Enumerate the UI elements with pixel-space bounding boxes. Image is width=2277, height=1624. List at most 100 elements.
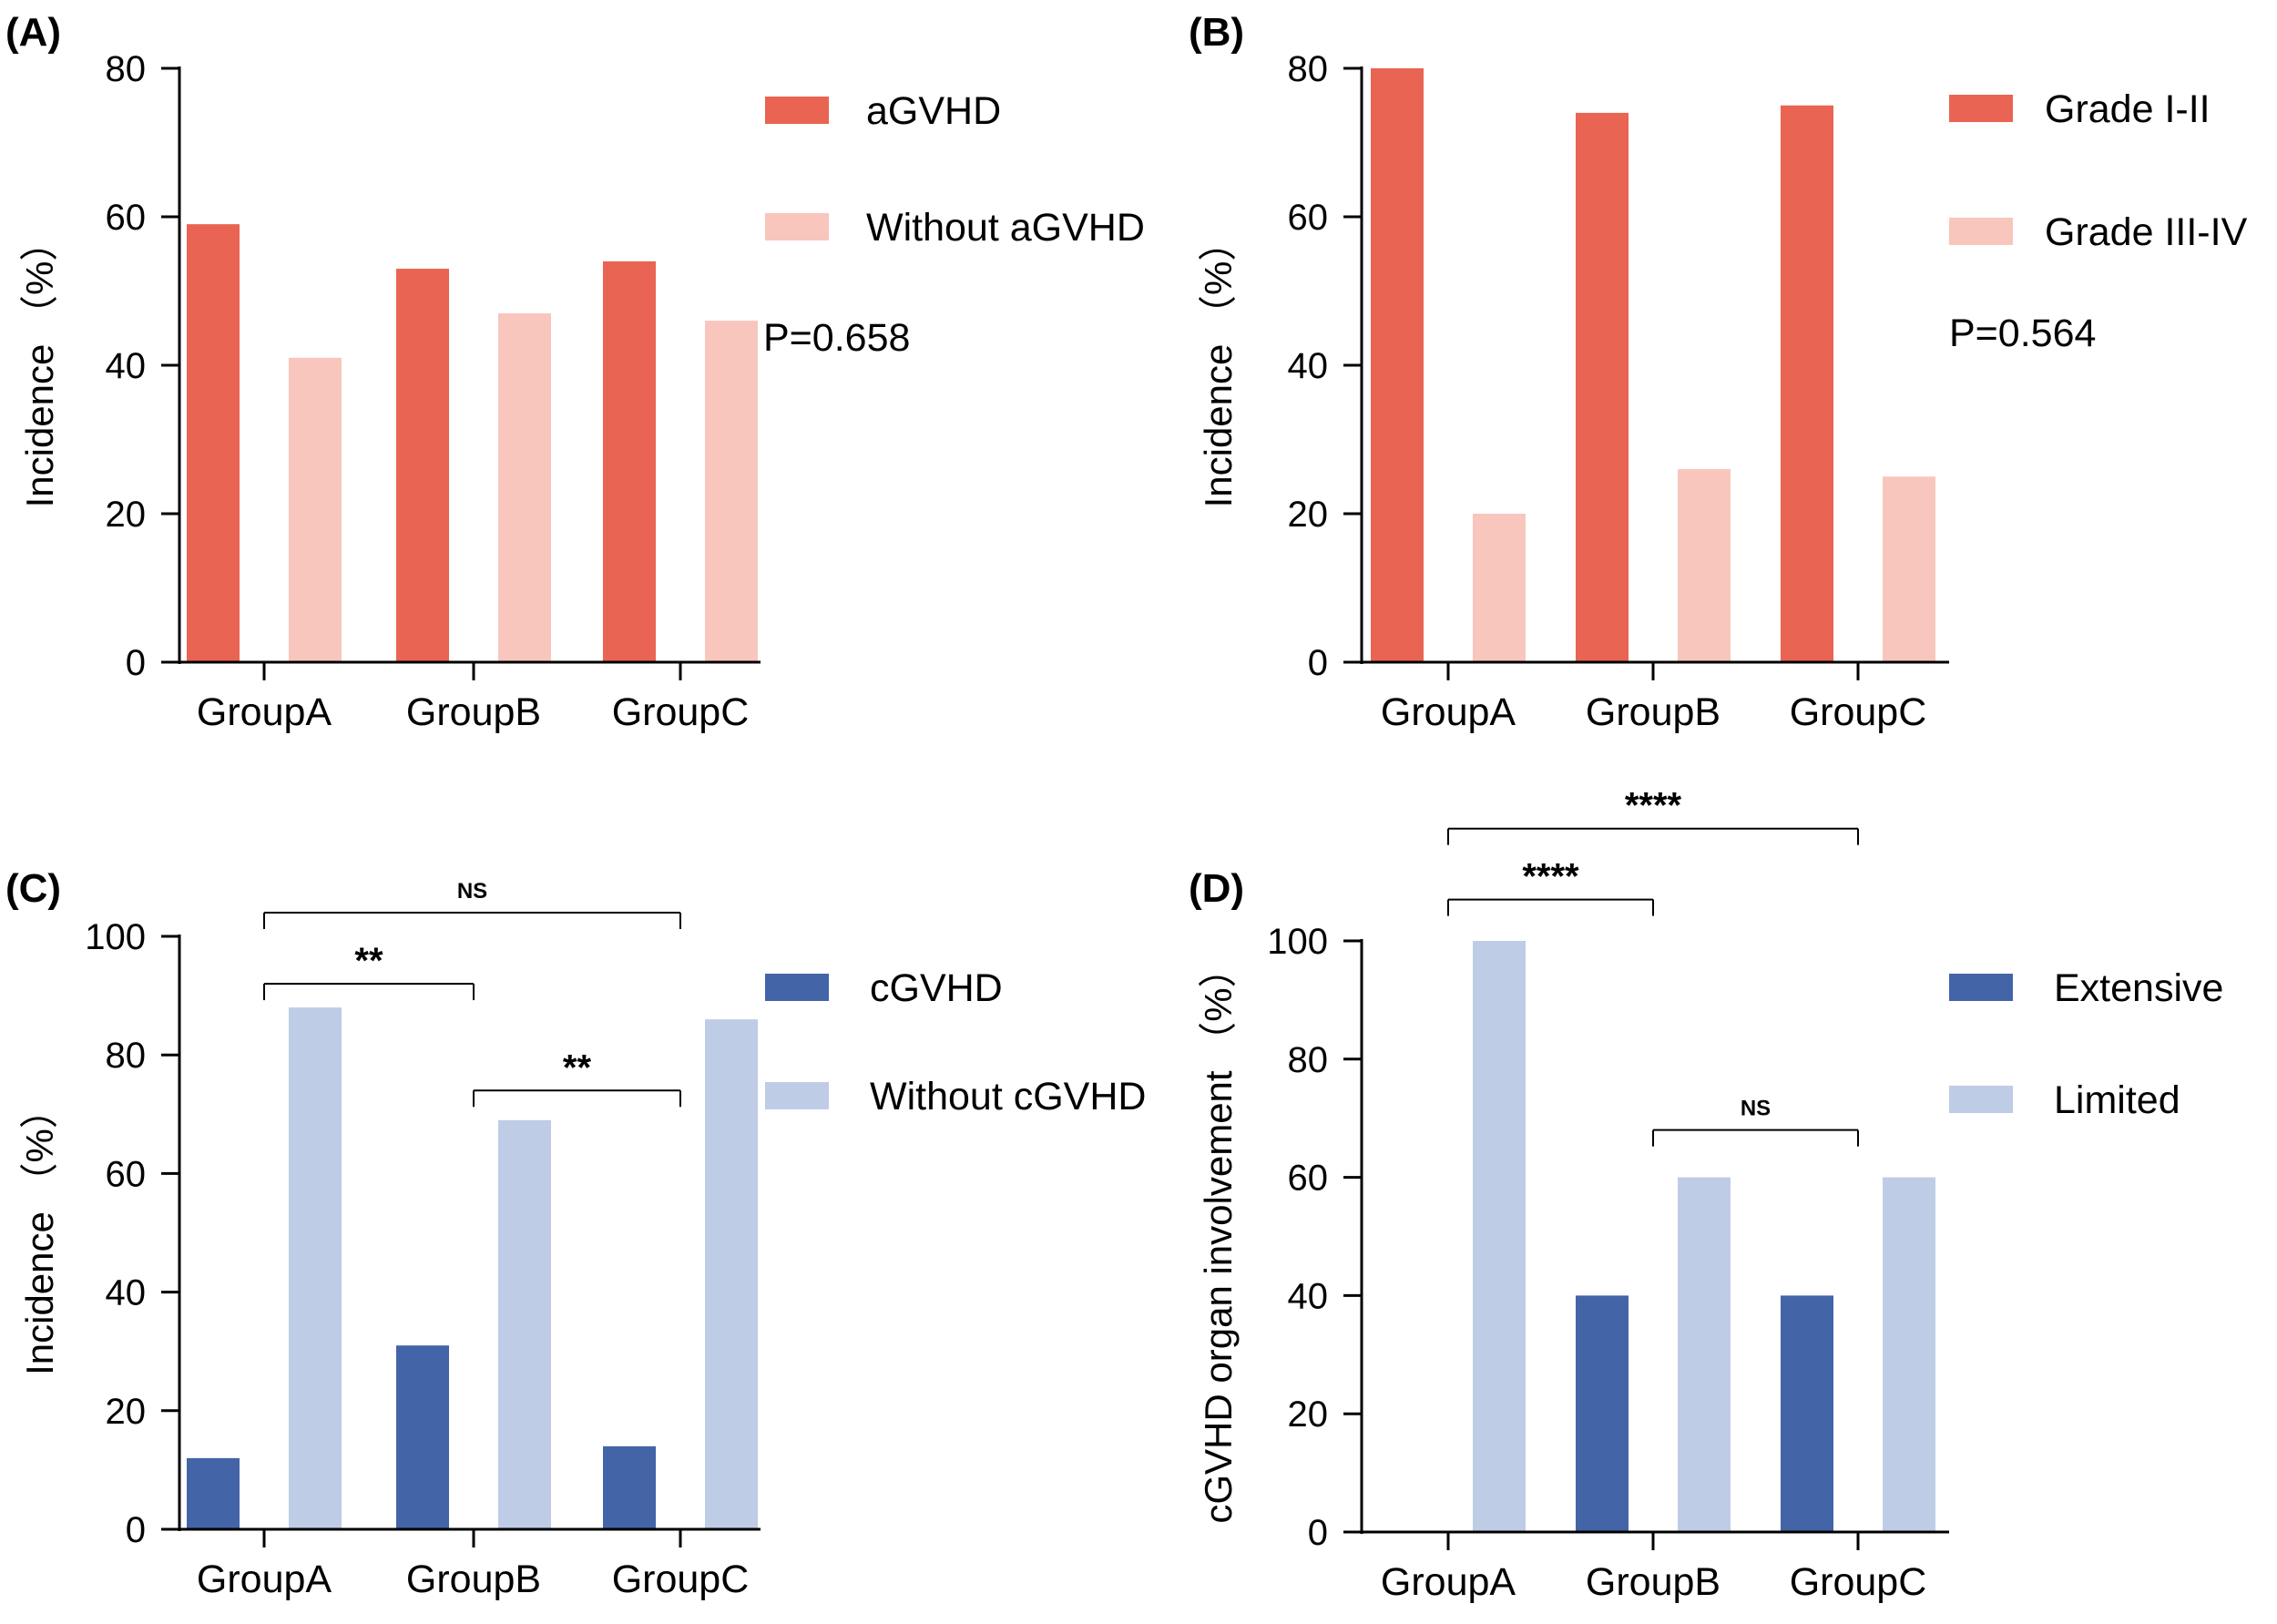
y-tick-label: 20 [1288, 1394, 1329, 1435]
bar-extensive-groupc [1781, 1295, 1833, 1532]
y-tick-label: 100 [85, 917, 146, 957]
bar-grade-i-ii-groupa [1371, 68, 1424, 662]
legend-swatch [765, 97, 829, 124]
bar-without-cgvhd-groupa [289, 1007, 342, 1529]
significance-bracket: NS [1652, 1097, 1859, 1147]
chart-panel-b: (B) 0 20 40 60 80 GroupA GroupB GroupC Incidence … [1189, 10, 2248, 734]
y-tick-label: 60 [106, 198, 147, 238]
bar-agvhd-groupb [396, 269, 449, 662]
x-tick-label: GroupB [406, 1558, 541, 1601]
legend-swatch [1949, 1086, 2013, 1113]
x-tick-label: GroupB [1586, 690, 1721, 734]
legend-swatch [765, 1082, 829, 1109]
significance-bracket: ** [263, 941, 475, 1001]
y-tick-label: 80 [1288, 49, 1329, 89]
x-tick-label: GroupB [1586, 1560, 1721, 1604]
y-tick-label: 80 [106, 1036, 147, 1076]
significance-label: ** [563, 1047, 592, 1088]
x-tick-label: GroupA [197, 1558, 332, 1601]
legend-label: cGVHD [870, 966, 1003, 1010]
y-axis-title: Incidence （%） [18, 1090, 61, 1375]
bar-grade-iii-iv-groupb [1678, 469, 1731, 662]
bar-grade-i-ii-groupc [1781, 105, 1833, 662]
bar-without-agvhd-groupb [498, 312, 551, 662]
y-tick-label: 0 [1308, 643, 1328, 683]
bar-agvhd-groupa [187, 224, 240, 662]
significance-label: NS [1741, 1097, 1771, 1121]
bar-without-cgvhd-groupc [705, 1019, 758, 1529]
significance-label: **** [1522, 857, 1579, 897]
x-tick-label: GroupA [1381, 690, 1516, 734]
y-tick-label: 0 [126, 1510, 146, 1550]
legend-label: Extensive [2054, 966, 2223, 1010]
y-tick-label: 0 [1308, 1513, 1328, 1553]
y-tick-label: 0 [126, 643, 146, 683]
legend-swatch [765, 974, 829, 1001]
bar-limited-groupc [1883, 1177, 1935, 1532]
y-tick-label: 20 [106, 1392, 147, 1432]
y-tick-label: 60 [1288, 198, 1329, 238]
y-tick-label: 40 [1288, 1276, 1329, 1316]
y-axis-title: cGVHD organ involvement （%） [1197, 949, 1240, 1523]
y-tick-label: 20 [1288, 495, 1329, 535]
bar-limited-groupa [1473, 941, 1526, 1532]
panel-label: (B) [1189, 10, 1244, 55]
significance-bracket: ** [473, 1047, 681, 1108]
significance-bracket: **** [1447, 857, 1654, 916]
chart-panel-a: (A) 0 20 40 60 80 GroupA GroupB GroupC Incidence … [5, 10, 1145, 734]
legend-swatch [765, 213, 829, 240]
p-value-annotation: P=0.564 [1949, 312, 2096, 355]
p-value-annotation: P=0.658 [763, 316, 910, 360]
x-tick-label: GroupC [1790, 690, 1927, 734]
x-tick-label: GroupB [406, 690, 541, 734]
bar-grade-i-ii-groupb [1576, 112, 1629, 662]
bar-cgvhd-groupc [603, 1445, 656, 1529]
bar-cgvhd-groupb [396, 1345, 449, 1529]
significance-label: NS [457, 879, 487, 904]
y-tick-label: 40 [106, 1273, 147, 1313]
bar-grade-iii-iv-groupc [1883, 476, 1935, 662]
x-tick-label: GroupA [197, 690, 332, 734]
x-tick-label: GroupC [612, 690, 750, 734]
bar-extensive-groupb [1576, 1295, 1629, 1532]
legend-label: Without aGVHD [866, 206, 1145, 250]
y-tick-label: 80 [106, 49, 147, 89]
significance-bracket: NS [263, 879, 681, 929]
bar-without-cgvhd-groupb [498, 1119, 551, 1529]
y-tick-label: 40 [1288, 346, 1329, 386]
significance-label: **** [1625, 786, 1682, 826]
significance-label: ** [354, 941, 383, 981]
y-tick-label: 60 [1288, 1159, 1329, 1199]
bar-grade-iii-iv-groupa [1473, 514, 1526, 662]
significance-bracket: **** [1447, 786, 1859, 845]
y-tick-label: 60 [106, 1154, 147, 1194]
panel-label: (C) [5, 866, 61, 911]
bar-limited-groupb [1678, 1177, 1731, 1532]
legend-swatch [1949, 95, 2013, 122]
legend-swatch [1949, 218, 2013, 245]
legend-swatch [1949, 974, 2013, 1001]
bar-without-agvhd-groupa [289, 357, 342, 662]
panel-label: (A) [5, 10, 61, 55]
x-tick-label: GroupA [1381, 1560, 1516, 1604]
chart-panel-c: (C) 0 20 40 60 80 100 GroupA GroupB GroupC Inciden… [5, 866, 1146, 1601]
legend-label: Grade III-IV [2045, 210, 2248, 254]
bar-cgvhd-groupa [187, 1457, 240, 1529]
y-tick-label: 80 [1288, 1040, 1329, 1080]
y-tick-label: 20 [106, 495, 147, 535]
legend-label: aGVHD [866, 89, 1001, 133]
chart-panel-d: (D) 0 20 40 60 80 100 GroupA GroupB GroupC cGVHD o… [1189, 786, 2223, 1604]
panel-label: (D) [1189, 866, 1244, 911]
bar-without-agvhd-groupc [705, 321, 758, 662]
legend-label: Without cGVHD [870, 1075, 1146, 1118]
x-tick-label: GroupC [1790, 1560, 1927, 1604]
y-tick-label: 100 [1267, 922, 1328, 962]
legend-label: Grade I-II [2045, 87, 2211, 131]
y-axis-title: Incidence （%） [18, 223, 61, 508]
x-tick-label: GroupC [612, 1558, 750, 1601]
bar-agvhd-groupc [603, 260, 656, 662]
y-axis-title: Incidence （%） [1197, 223, 1240, 508]
legend-label: Limited [2054, 1078, 2180, 1122]
y-tick-label: 40 [106, 346, 147, 386]
